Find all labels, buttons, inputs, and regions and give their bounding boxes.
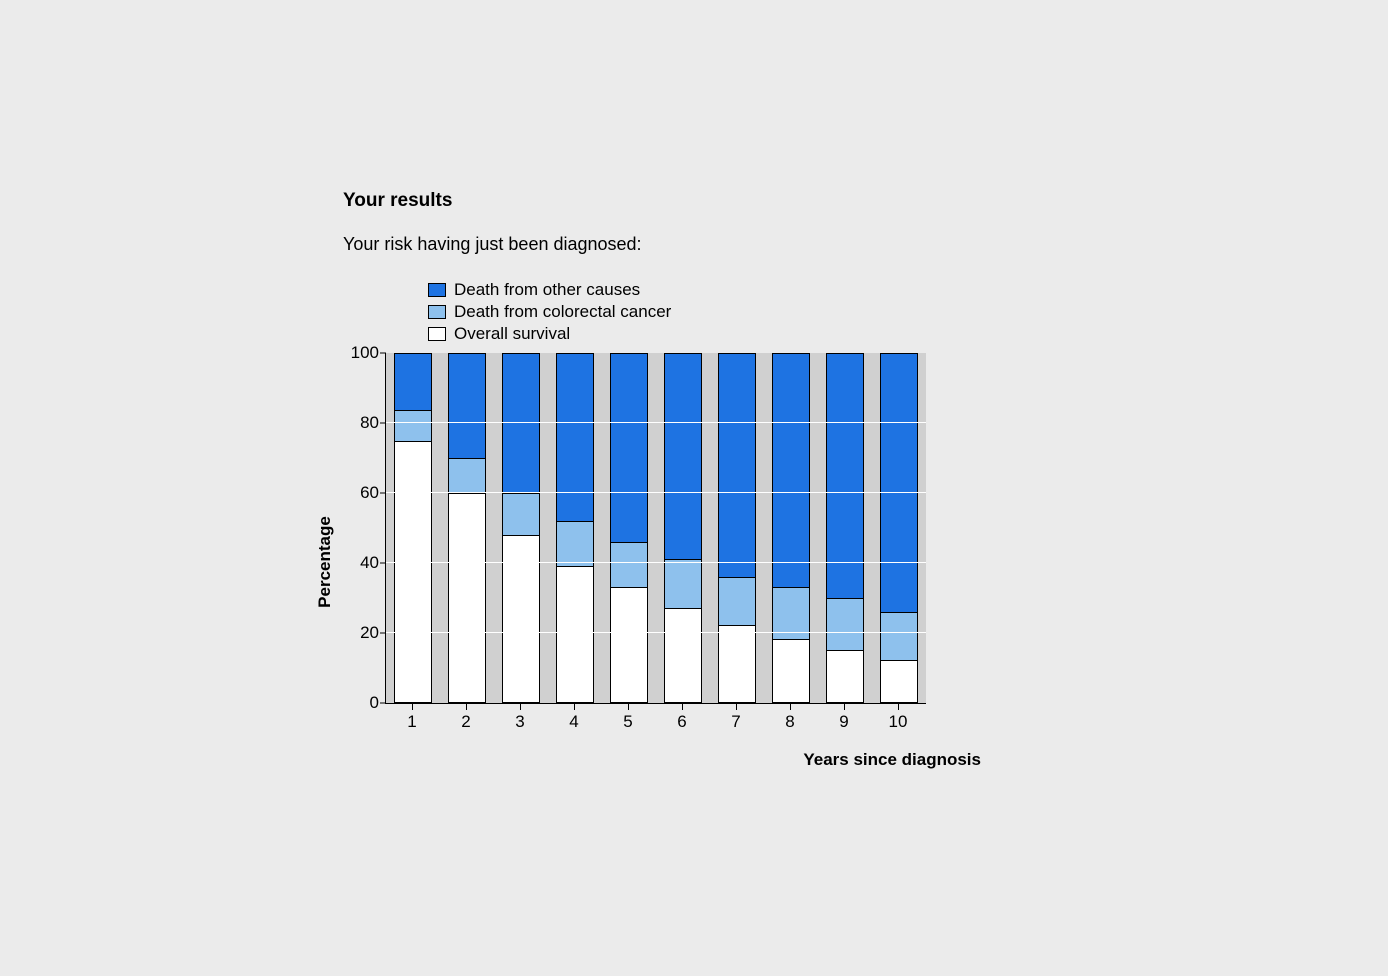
x-tick-mark [574, 704, 575, 710]
bar-segment-death-other [395, 354, 431, 410]
stacked-bar [394, 353, 432, 703]
bar-segment-death-other [557, 354, 593, 521]
x-tick: 5 [601, 704, 655, 732]
x-tick: 9 [817, 704, 871, 732]
bar-segment-death-colorectal [395, 410, 431, 441]
x-tick-mark [844, 704, 845, 710]
x-tick: 4 [547, 704, 601, 732]
y-tick-label: 80 [360, 413, 379, 433]
bar-slot [602, 353, 656, 703]
gridline [386, 422, 926, 423]
y-tick-label: 60 [360, 483, 379, 503]
y-axis: 020406080100 [343, 353, 385, 703]
bar-segment-death-colorectal [827, 598, 863, 650]
y-tick-label: 0 [370, 693, 379, 713]
bar-segment-death-other [449, 354, 485, 458]
bar-segment-overall-survival [881, 660, 917, 702]
bar-slot [764, 353, 818, 703]
x-tick: 7 [709, 704, 763, 732]
stacked-bar [556, 353, 594, 703]
gridline [386, 562, 926, 563]
x-tick-mark [412, 704, 413, 710]
legend-swatch [428, 305, 446, 319]
bar-segment-overall-survival [449, 493, 485, 702]
x-tick: 10 [871, 704, 925, 732]
stacked-bar [772, 353, 810, 703]
legend-item: Death from other causes [428, 279, 983, 301]
panel-title: Your results [343, 190, 983, 212]
bar-segment-death-other [611, 354, 647, 542]
x-tick: 1 [385, 704, 439, 732]
bar-segment-overall-survival [827, 650, 863, 702]
stacked-bar [664, 353, 702, 703]
stacked-bar [448, 353, 486, 703]
stacked-bar [880, 353, 918, 703]
x-tick-mark [790, 704, 791, 710]
gridline [386, 492, 926, 493]
legend-label: Overall survival [454, 323, 570, 345]
bar-segment-overall-survival [611, 587, 647, 702]
bar-slot [710, 353, 764, 703]
stacked-bar [610, 353, 648, 703]
plot-area [385, 353, 926, 704]
panel-subtitle: Your risk having just been diagnosed: [343, 234, 983, 255]
x-tick: 3 [493, 704, 547, 732]
bar-segment-death-colorectal [719, 577, 755, 626]
legend-swatch [428, 327, 446, 341]
y-tick-label: 40 [360, 553, 379, 573]
x-axis: 12345678910 [385, 704, 925, 732]
x-tick-mark [628, 704, 629, 710]
x-tick: 8 [763, 704, 817, 732]
x-tick-mark [736, 704, 737, 710]
bar-segment-death-colorectal [665, 559, 701, 608]
bar-segment-death-colorectal [557, 521, 593, 566]
x-tick-mark [466, 704, 467, 710]
legend-label: Death from other causes [454, 279, 640, 301]
stacked-bar [826, 353, 864, 703]
x-tick: 6 [655, 704, 709, 732]
bar-segment-death-other [719, 354, 755, 577]
y-tick-label: 20 [360, 623, 379, 643]
bar-slot [494, 353, 548, 703]
y-axis-label: Percentage [315, 516, 335, 608]
bar-segment-overall-survival [503, 535, 539, 702]
bar-segment-overall-survival [665, 608, 701, 702]
bar-slot [656, 353, 710, 703]
bar-slot [548, 353, 602, 703]
bars [386, 353, 926, 703]
x-axis-label: Years since diagnosis [343, 750, 983, 770]
chart: Percentage 020406080100 12345678910 Year… [343, 353, 983, 770]
bar-segment-death-other [881, 354, 917, 612]
x-tick-mark [520, 704, 521, 710]
bar-segment-death-colorectal [449, 458, 485, 493]
x-tick: 2 [439, 704, 493, 732]
bar-slot [440, 353, 494, 703]
bar-slot [872, 353, 926, 703]
legend-item: Overall survival [428, 323, 983, 345]
bar-slot [818, 353, 872, 703]
stacked-bar [502, 353, 540, 703]
results-panel: Your results Your risk having just been … [343, 190, 983, 770]
bar-slot [386, 353, 440, 703]
bar-segment-death-other [503, 354, 539, 493]
legend-swatch [428, 283, 446, 297]
bar-segment-overall-survival [557, 566, 593, 702]
legend-label: Death from colorectal cancer [454, 301, 671, 323]
bar-segment-death-colorectal [503, 493, 539, 535]
chart-legend: Death from other causesDeath from colore… [428, 279, 983, 345]
bar-segment-death-other [773, 354, 809, 587]
bar-segment-death-colorectal [611, 542, 647, 587]
x-tick-mark [682, 704, 683, 710]
bar-segment-death-other [665, 354, 701, 559]
y-tick-label: 100 [351, 343, 379, 363]
bar-segment-death-colorectal [881, 612, 917, 661]
gridline [386, 632, 926, 633]
bar-segment-overall-survival [773, 639, 809, 702]
bar-segment-overall-survival [395, 441, 431, 702]
x-tick-mark [898, 704, 899, 710]
bar-segment-overall-survival [719, 625, 755, 702]
stacked-bar [718, 353, 756, 703]
legend-item: Death from colorectal cancer [428, 301, 983, 323]
